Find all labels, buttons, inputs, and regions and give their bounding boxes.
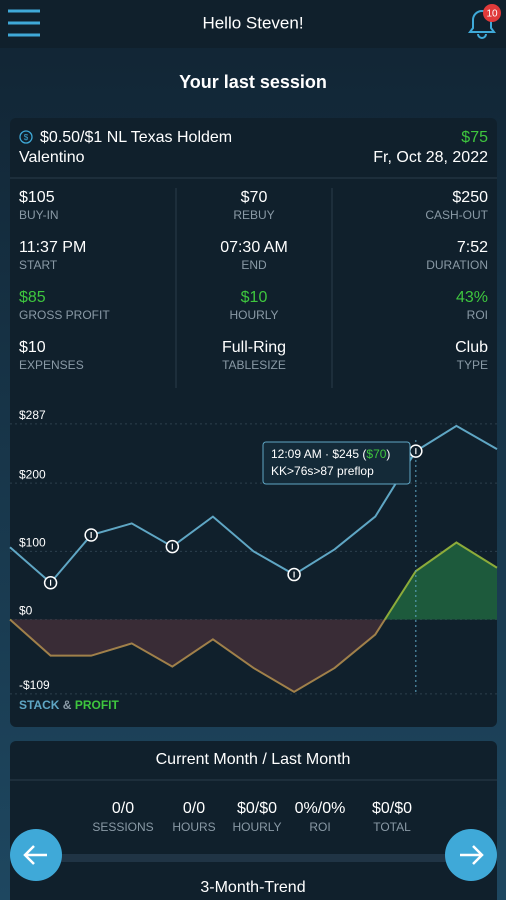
tooltip-profit: $70 (366, 447, 386, 461)
tooltip-hand: KK>76s>87 preflop (271, 464, 374, 478)
stat-value: Full-Ring (222, 339, 286, 356)
date: Fr, Oct 28, 2022 (373, 149, 488, 166)
tooltip-title: 12:09 AM · $245 ($70) (271, 447, 390, 461)
stat-label: GROSS PROFIT (19, 308, 110, 322)
stat-value: $10 (19, 339, 46, 356)
stat-value: $70 (241, 189, 268, 206)
stat-value: Club (455, 339, 488, 356)
y-tick-label: -$109 (19, 678, 50, 692)
stat-value: 7:52 (457, 239, 488, 256)
stat-value: 07:30 AM (220, 239, 288, 256)
stat-label: EXPENSES (19, 358, 84, 372)
next-button[interactable] (445, 829, 497, 881)
venue: Valentino (19, 149, 85, 166)
notifications-button[interactable]: 10 (468, 4, 501, 39)
stat-value: $250 (452, 189, 488, 206)
stat-value: $105 (19, 189, 55, 206)
session-card[interactable] (10, 118, 497, 727)
session-profit: $75 (461, 129, 488, 146)
stat-label: START (19, 258, 58, 272)
tooltip-head: 12:09 AM · $245 ( (271, 447, 366, 461)
profit-area-negative (10, 619, 497, 692)
month-stat-value: 0%/0% (295, 800, 346, 817)
legend-amp: & (63, 698, 72, 712)
tooltip (262, 441, 411, 485)
stat-label: CASH-OUT (425, 208, 488, 222)
trend-title: 3-Month-Trend (200, 879, 305, 896)
month-stat-label: SESSIONS (92, 820, 153, 834)
legend-stack: STACK (19, 698, 60, 712)
month-stat-label: ROI (309, 820, 330, 834)
month-stat-label: TOTAL (373, 820, 411, 834)
greeting: Hello Steven! (202, 13, 303, 32)
stat-label: TABLESIZE (222, 358, 286, 372)
game: $0.50/$1 NL Texas Holdem (40, 129, 232, 146)
monthly-title: Current Month / Last Month (156, 751, 351, 768)
stat-value: $85 (19, 289, 46, 306)
month-stat-value: $0/$0 (372, 800, 412, 817)
profit-area-positive (10, 542, 497, 620)
notification-count: 10 (486, 9, 498, 20)
month-stat-value: 0/0 (183, 800, 205, 817)
currency-icon-glyph: $ (24, 133, 29, 142)
section-title: Your last session (179, 72, 327, 92)
stat-value: $10 (241, 289, 268, 306)
stat-label: TYPE (457, 358, 488, 372)
stat-label: DURATION (426, 258, 488, 272)
stat-label: HOURLY (229, 308, 278, 322)
y-tick-label: $287 (19, 408, 46, 422)
top-bar (0, 0, 506, 48)
stat-label: BUY-IN (19, 208, 59, 222)
y-tick-label: $0 (19, 604, 33, 618)
stat-label: END (241, 258, 267, 272)
y-tick-label: $100 (19, 536, 46, 550)
month-stat-value: 0/0 (112, 800, 134, 817)
profit-line (9, 619, 387, 693)
month-stat-label: HOURLY (232, 820, 281, 834)
stat-value: 11:37 PM (19, 239, 86, 256)
stat-value: 43% (456, 289, 488, 306)
menu-button[interactable] (8, 9, 40, 37)
month-stat-value: $0/$0 (237, 800, 277, 817)
previous-button[interactable] (10, 829, 62, 881)
tooltip-tail: ) (386, 447, 390, 461)
y-tick-label: $200 (19, 467, 46, 481)
stat-label: ROI (467, 308, 488, 322)
stat-label: REBUY (233, 208, 274, 222)
legend-profit: PROFIT (75, 698, 120, 712)
legend: STACK & PROFIT (19, 698, 119, 712)
currency-icon (19, 130, 33, 144)
month-stat-label: HOURS (172, 820, 215, 834)
